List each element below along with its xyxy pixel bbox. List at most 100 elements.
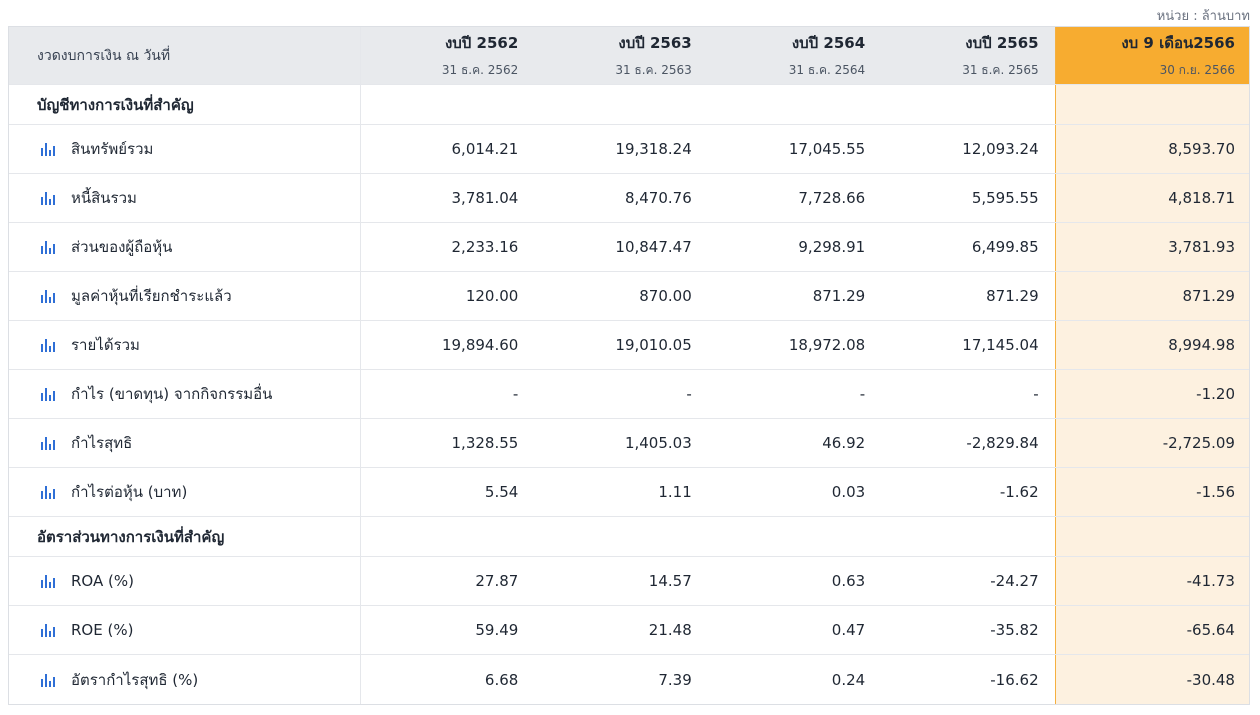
value-cell: 7,728.66	[798, 189, 866, 207]
value-cell: 59.49	[475, 621, 519, 639]
value-cell: 3,781.04	[451, 189, 519, 207]
bar-chart-icon[interactable]	[41, 387, 57, 401]
section-header: บัญชีทางการเงินที่สำคัญ	[9, 85, 1249, 125]
value-cell: -1.62	[999, 483, 1039, 501]
column-header: งบปี 2564 31 ธ.ค. 2564	[708, 27, 881, 84]
value-cell: 9,298.91	[798, 238, 866, 256]
period-label: งวดงบการเงิน ณ วันที่	[9, 27, 361, 84]
table-row: กำไร (ขาดทุน) จากกิจกรรมอื่น - - - - -1.20	[9, 370, 1249, 419]
table-row: ส่วนของผู้ถือหุ้น 2,233.16 10,847.47 9,298.…	[9, 223, 1249, 272]
row-label: ROE (%)	[71, 621, 134, 639]
value-cell: 871.29	[1054, 272, 1249, 320]
row-label-cell: กำไรสุทธิ	[9, 419, 361, 467]
row-label-cell: รายได้รวม	[9, 321, 361, 369]
financial-table: งวดงบการเงิน ณ วันที่ งบปี 2562 31 ธ.ค. …	[8, 26, 1250, 705]
row-label: กำไรต่อหุ้น (บาท)	[71, 483, 188, 501]
row-label-cell: สินทรัพย์รวม	[9, 125, 361, 173]
value-cell: 12,093.24	[962, 140, 1039, 158]
row-label: หนี้สินรวม	[71, 189, 137, 207]
value-cell: -	[512, 385, 519, 403]
section-cell	[534, 517, 707, 556]
column-date: 31 ธ.ค. 2562	[441, 63, 519, 77]
section-title: บัญชีทางการเงินที่สำคัญ	[9, 85, 361, 124]
value-cell: 6.68	[484, 670, 519, 689]
table-header: งวดงบการเงิน ณ วันที่ งบปี 2562 31 ธ.ค. …	[9, 27, 1249, 85]
value-cell: 1,405.03	[624, 434, 692, 452]
column-year: งบปี 2562	[444, 34, 519, 52]
value-cell: 0.03	[831, 483, 866, 501]
column-header: งบปี 2565 31 ธ.ค. 2565	[881, 27, 1054, 84]
row-label: ส่วนของผู้ถือหุ้น	[71, 238, 173, 256]
column-date: 30 ก.ย. 2566	[1159, 63, 1235, 77]
value-cell: 46.92	[822, 434, 866, 452]
table-row: กำไรต่อหุ้น (บาท) 5.54 1.11 0.03 -1.62 -1.56	[9, 468, 1249, 517]
value-cell: 27.87	[475, 572, 519, 590]
value-cell: 8,470.76	[624, 189, 692, 207]
table-row: อัตรากำไรสุทธิ (%) 6.68 7.39 0.24 -16.62 -30.…	[9, 655, 1249, 704]
bar-chart-icon[interactable]	[41, 338, 57, 352]
bar-chart-icon[interactable]	[41, 574, 57, 588]
value-cell: 14.57	[648, 572, 692, 590]
section-cell-highlight	[1054, 85, 1249, 124]
row-label-cell: หนี้สินรวม	[9, 174, 361, 222]
value-cell: 17,045.55	[788, 140, 866, 158]
value-cell: -24.27	[990, 572, 1039, 590]
table-row: กำไรสุทธิ 1,328.55 1,405.03 46.92 -2,829.84-…	[9, 419, 1249, 468]
bar-chart-icon[interactable]	[41, 289, 57, 303]
section-cell	[708, 85, 881, 124]
bar-chart-icon[interactable]	[41, 673, 57, 687]
row-label: กำไรสุทธิ	[71, 434, 133, 452]
row-label-cell: ROE (%)	[9, 606, 361, 654]
value-cell: 871.29	[812, 287, 866, 305]
value-cell: -	[686, 385, 692, 403]
table-row: สินทรัพย์รวม 6,014.21 19,318.24 17,045.55 12…	[9, 125, 1249, 174]
bar-chart-icon[interactable]	[41, 240, 57, 254]
value-cell: 8,593.70	[1054, 125, 1249, 173]
value-cell: -65.64	[1054, 606, 1249, 654]
value-cell: -2,725.09	[1054, 419, 1249, 467]
value-cell: -16.62	[990, 670, 1039, 689]
row-label-cell: ส่วนของผู้ถือหุ้น	[9, 223, 361, 271]
value-cell: 7.39	[658, 670, 692, 689]
bar-chart-icon[interactable]	[41, 142, 57, 156]
value-cell: 1,328.55	[451, 434, 519, 452]
value-cell: 5.54	[484, 483, 519, 501]
row-label: รายได้รวม	[71, 336, 140, 354]
row-label: กำไร (ขาดทุน) จากกิจกรรมอื่น	[71, 385, 273, 403]
value-cell: 19,318.24	[615, 140, 692, 158]
column-date: 31 ธ.ค. 2563	[615, 63, 692, 77]
value-cell: 120.00	[465, 287, 519, 305]
value-cell: -41.73	[1054, 557, 1249, 605]
row-label: ROA (%)	[71, 572, 134, 590]
row-label-cell: อัตรากำไรสุทธิ (%)	[9, 655, 361, 704]
value-cell: 19,894.60	[441, 336, 519, 354]
value-cell: 4,818.71	[1054, 174, 1249, 222]
bar-chart-icon[interactable]	[41, 436, 57, 450]
column-year: งบ 9 เดือน2566	[1121, 34, 1235, 52]
value-cell: 1.11	[658, 483, 692, 501]
column-date: 31 ธ.ค. 2564	[788, 63, 866, 77]
row-label-cell: มูลค่าหุ้นที่เรียกชำระแล้ว	[9, 272, 361, 320]
value-cell: 17,145.04	[962, 336, 1039, 354]
section-title: อัตราส่วนทางการเงินที่สำคัญ	[9, 517, 361, 556]
column-header: งบปี 2562 31 ธ.ค. 2562	[361, 27, 534, 84]
value-cell: 870.00	[639, 287, 692, 305]
section-cell	[534, 85, 707, 124]
column-year: งบปี 2565	[965, 34, 1039, 52]
column-year: งบปี 2563	[618, 34, 692, 52]
bar-chart-icon[interactable]	[41, 623, 57, 637]
value-cell: 871.29	[986, 287, 1039, 305]
value-cell: 2,233.16	[451, 238, 519, 256]
column-header: งบปี 2563 31 ธ.ค. 2563	[534, 27, 707, 84]
value-cell: 8,994.98	[1054, 321, 1249, 369]
table-row: รายได้รวม 19,894.60 19,010.05 18,972.08 17,1…	[9, 321, 1249, 370]
bar-chart-icon[interactable]	[41, 191, 57, 205]
row-label: อัตรากำไรสุทธิ (%)	[71, 670, 199, 689]
value-cell: -	[1033, 385, 1039, 403]
table-row: มูลค่าหุ้นที่เรียกชำระแล้ว 120.00 870.00 87…	[9, 272, 1249, 321]
unit-note: หน่วย : ล้านบาท	[1156, 9, 1250, 24]
bar-chart-icon[interactable]	[41, 485, 57, 499]
row-label-cell: กำไร (ขาดทุน) จากกิจกรรมอื่น	[9, 370, 361, 418]
value-cell: -1.56	[1054, 468, 1249, 516]
section-cell	[361, 85, 534, 124]
